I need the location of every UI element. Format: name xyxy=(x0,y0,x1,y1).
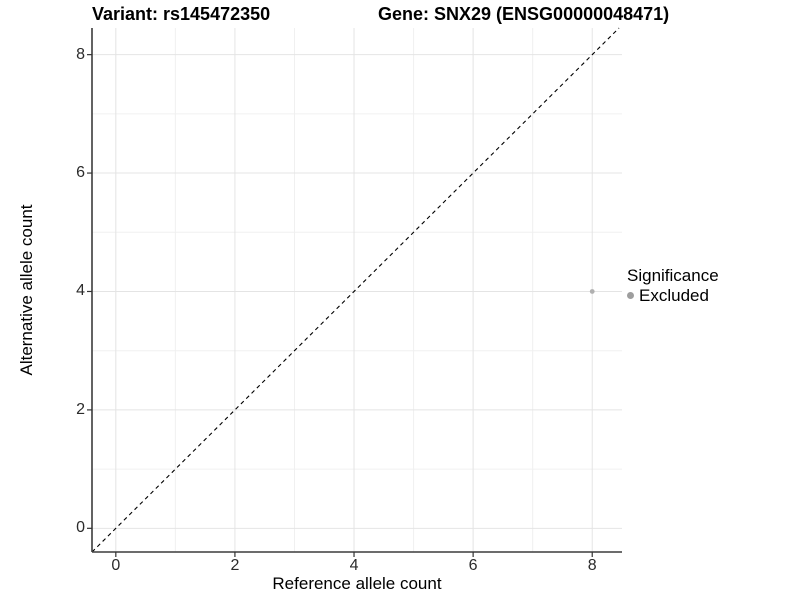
plot-title-variant: Variant: rs145472350 xyxy=(92,4,271,24)
y-axis-title: Alternative allele count xyxy=(17,204,36,376)
legend-item-excluded: Excluded xyxy=(627,286,719,305)
y-tick-label: 0 xyxy=(76,519,85,537)
plot-title-gene: Gene: SNX29 (ENSG00000048471) xyxy=(378,4,670,24)
y-tick-label: 6 xyxy=(76,164,85,182)
data-point xyxy=(589,289,595,294)
legend-point-icon xyxy=(627,292,634,299)
x-axis-title: Reference allele count xyxy=(272,574,442,593)
legend-title: Significance xyxy=(627,266,719,285)
x-tick-label: 8 xyxy=(587,557,597,574)
y-tick-label: 4 xyxy=(76,282,85,300)
x-tick-label: 6 xyxy=(468,557,478,574)
x-tick-label: 2 xyxy=(230,557,240,574)
x-tick-label: 4 xyxy=(349,557,359,574)
y-tick-label: 8 xyxy=(76,45,85,63)
x-tick-label: 0 xyxy=(111,557,121,574)
identity-line xyxy=(91,27,620,553)
y-tick-label: 2 xyxy=(76,400,85,418)
legend-item-label: Excluded xyxy=(639,286,709,305)
legend: Significance Excluded xyxy=(627,266,719,305)
